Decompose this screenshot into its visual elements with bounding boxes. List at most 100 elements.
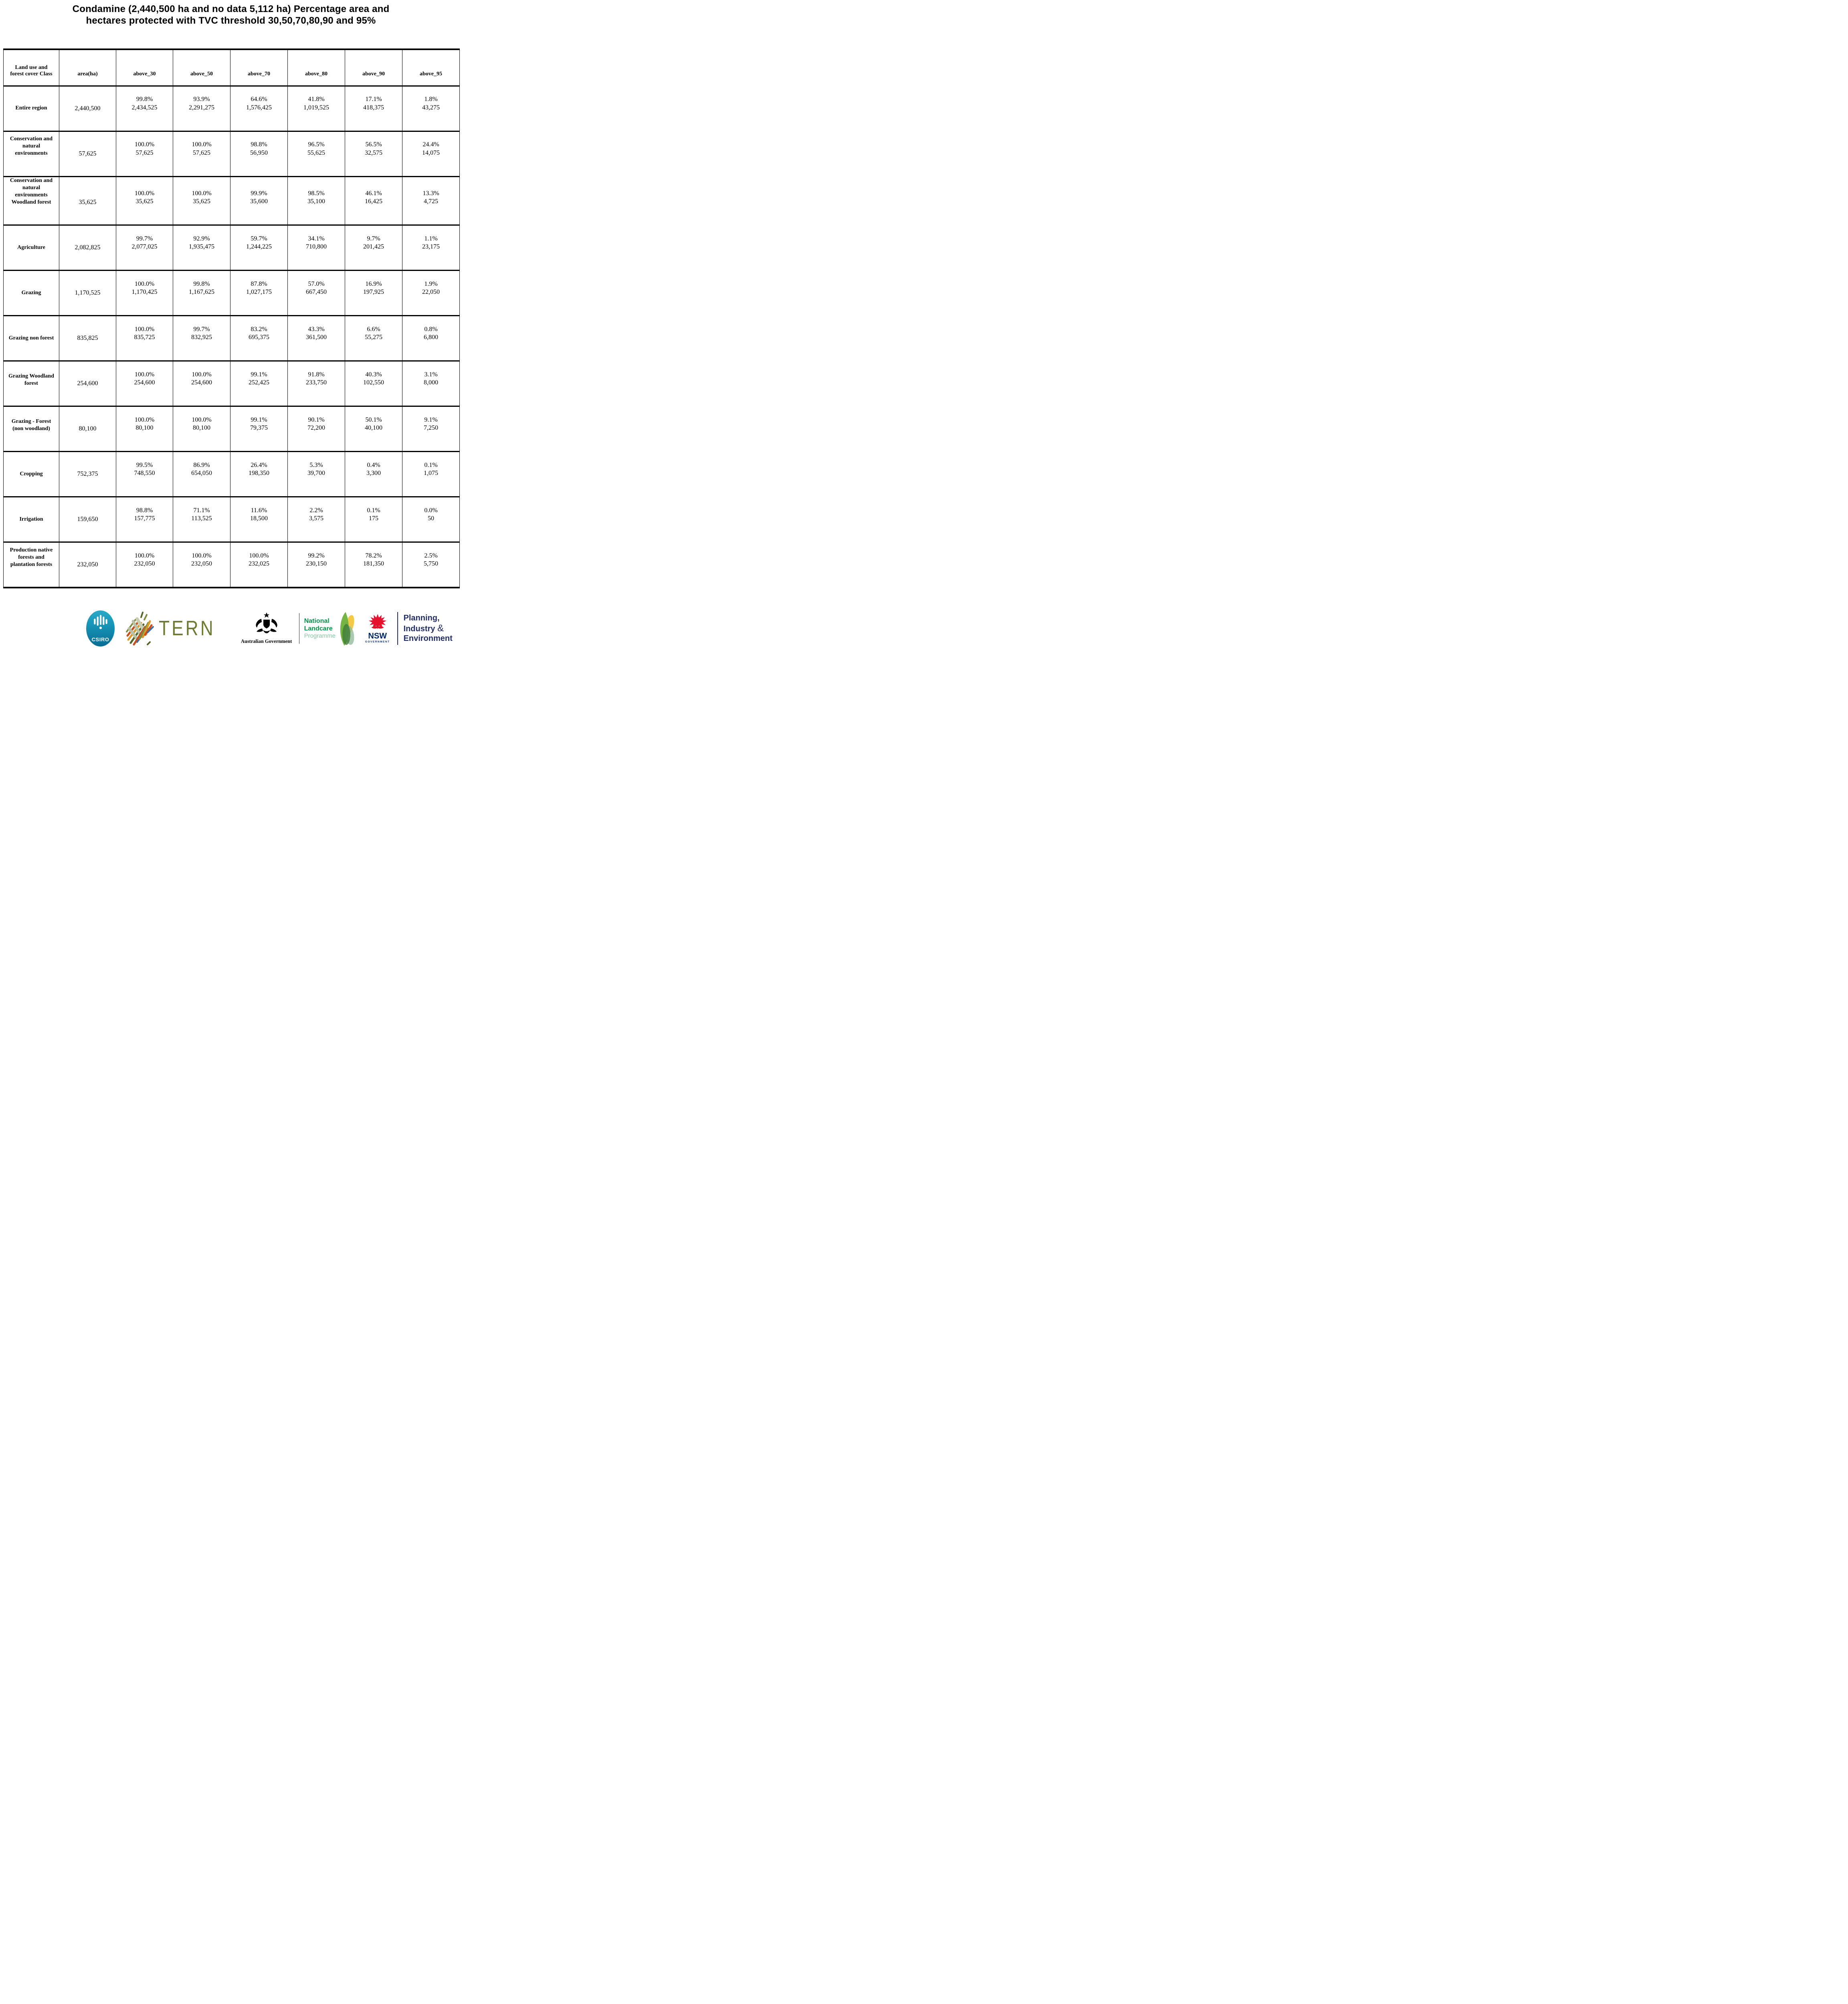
above95-cell: 1.9% 22,050 (402, 270, 460, 317)
above90-cell: 56.5% 32,575 (345, 131, 402, 177)
table-row: Grazing Woodland forest 254,600 100.0% 25… (3, 361, 460, 407)
above90-cell: 6.6% 55,275 (345, 315, 402, 362)
above95-cell: 1.8% 43,275 (402, 85, 460, 132)
above50-cell: 100.0% 232,050 (173, 542, 230, 588)
above95-cell: 3.1% 8,000 (402, 361, 460, 407)
row-label: Entire region (3, 85, 59, 132)
national-landcare-logo: National Landcare Programme (304, 617, 336, 640)
area-cell: 35,625 (59, 176, 116, 226)
planning-line3: Environment (403, 634, 453, 643)
above95-cell: 13.3% 4,725 (402, 176, 460, 226)
above90-cell: 17.1% 418,375 (345, 85, 402, 132)
table-row: Grazing - Forest (non woodland) 80,100 1… (3, 406, 460, 453)
csiro-logo: CSIRO (86, 610, 115, 647)
landcare-line2: Landcare (304, 625, 333, 632)
row-label: Grazing Woodland forest (3, 361, 59, 407)
above50-cell: 92.9% 1,935,475 (173, 225, 230, 271)
above50-cell: 100.0% 80,100 (173, 406, 230, 453)
australian-government-logo: Australian Government (237, 612, 297, 644)
above80-cell: 5.3% 39,700 (287, 451, 345, 498)
ampersand: & (437, 623, 444, 634)
row-label: Grazing (3, 270, 59, 317)
above50-cell: 100.0% 35,625 (173, 176, 230, 226)
above80-cell: 91.8% 233,750 (287, 361, 345, 407)
above90-cell: 40.3% 102,550 (345, 361, 402, 407)
row-label: Cropping (3, 451, 59, 498)
csiro-wave-icon (93, 615, 107, 629)
table-row: Grazing 1,170,525 100.0% 1,170,425 99.8% 1… (3, 270, 460, 317)
area-cell: 2,440,500 (59, 85, 116, 132)
tvc-threshold-table: Land use and forest cover Class area(ha)… (3, 48, 460, 589)
table-row: Agriculture 2,082,825 99.7% 2,077,025 92.… (3, 225, 460, 271)
landcare-line1: National (304, 618, 330, 625)
nsw-government-logo: NSW GOVERNMENT (365, 614, 390, 643)
above80-cell: 96.5% 55,625 (287, 131, 345, 177)
above30-cell: 99.8% 2,434,525 (116, 85, 173, 132)
row-label: Conservation and natural environments (3, 131, 59, 177)
above30-cell: 100.0% 254,600 (116, 361, 173, 407)
above95-cell: 0.8% 6,800 (402, 315, 460, 362)
tern-label: TERN (159, 617, 215, 640)
logo-divider-navy (397, 612, 398, 645)
col-header-above30: above_30 (116, 49, 173, 87)
above90-cell: 0.1% 175 (345, 497, 402, 543)
above90-cell: 78.2% 181,350 (345, 542, 402, 588)
above95-cell: 0.0% 50 (402, 497, 460, 543)
australian-government-label: Australian Government (241, 638, 292, 644)
nsw-label: NSW (368, 631, 387, 640)
above70-cell: 100.0% 232,025 (230, 542, 288, 588)
csiro-label: CSIRO (91, 636, 109, 643)
planning-industry-environment-logo: Planning, Industry & Environment (404, 614, 453, 644)
above95-cell: 1.1% 23,175 (402, 225, 460, 271)
row-label: Production native forests and plantation… (3, 542, 59, 588)
col-header-above70: above_70 (230, 49, 288, 87)
above50-cell: 100.0% 57,625 (173, 131, 230, 177)
above80-cell: 34.1% 710,800 (287, 225, 345, 271)
table-row: Irrigation 159,650 98.8% 157,775 71.1% 113… (3, 497, 460, 543)
above30-cell: 98.8% 157,775 (116, 497, 173, 543)
above80-cell: 98.5% 35,100 (287, 176, 345, 226)
header-row: Land use and forest cover Class area(ha)… (3, 49, 460, 87)
above80-cell: 43.3% 361,500 (287, 315, 345, 362)
above95-cell: 0.1% 1,075 (402, 451, 460, 498)
above70-cell: 26.4% 198,350 (230, 451, 288, 498)
above30-cell: 100.0% 80,100 (116, 406, 173, 453)
page-title: Condamine (2,440,500 ha and no data 5,11… (0, 3, 462, 27)
page-title-line2: hectares protected with TVC threshold 30… (86, 15, 376, 26)
above70-cell: 99.1% 79,375 (230, 406, 288, 453)
planning-line1: Planning, (403, 613, 440, 622)
above70-cell: 83.2% 695,375 (230, 315, 288, 362)
above90-cell: 9.7% 201,425 (345, 225, 402, 271)
above50-cell: 71.1% 113,525 (173, 497, 230, 543)
above50-cell: 93.9% 2,291,275 (173, 85, 230, 132)
above80-cell: 41.8% 1,019,525 (287, 85, 345, 132)
col-header-area: area(ha) (59, 49, 116, 87)
row-label: Grazing non forest (3, 315, 59, 362)
col-header-above95: above_95 (402, 49, 460, 87)
planning-line2: Industry & (403, 623, 444, 634)
area-cell: 835,825 (59, 315, 116, 362)
landcare-line3: Programme (304, 632, 336, 640)
above50-cell: 100.0% 254,600 (173, 361, 230, 407)
table-row: Entire region 2,440,500 99.8% 2,434,525 9… (3, 85, 460, 132)
above80-cell: 90.1% 72,200 (287, 406, 345, 453)
above30-cell: 100.0% 35,625 (116, 176, 173, 226)
above70-cell: 99.1% 252,425 (230, 361, 288, 407)
nsw-waratah-icon (368, 614, 386, 629)
area-cell: 57,625 (59, 131, 116, 177)
page-title-line1: Condamine (2,440,500 ha and no data 5,11… (72, 4, 390, 14)
col-header-above90: above_90 (345, 49, 402, 87)
above30-cell: 100.0% 232,050 (116, 542, 173, 588)
above80-cell: 57.0% 667,450 (287, 270, 345, 317)
landcare-leaves-icon (340, 612, 354, 646)
table-row: Production native forests and plantation… (3, 542, 460, 588)
col-header-above80: above_80 (287, 49, 345, 87)
above95-cell: 9.1% 7,250 (402, 406, 460, 453)
above90-cell: 0.4% 3,300 (345, 451, 402, 498)
above90-cell: 50.1% 40,100 (345, 406, 402, 453)
table-row: Cropping 752,375 99.5% 748,550 86.9% 654,0… (3, 451, 460, 498)
above30-cell: 100.0% 835,725 (116, 315, 173, 362)
above70-cell: 98.8% 56,950 (230, 131, 288, 177)
table-row: Conservation and natural environments 57… (3, 131, 460, 177)
above95-cell: 2.5% 5,750 (402, 542, 460, 588)
